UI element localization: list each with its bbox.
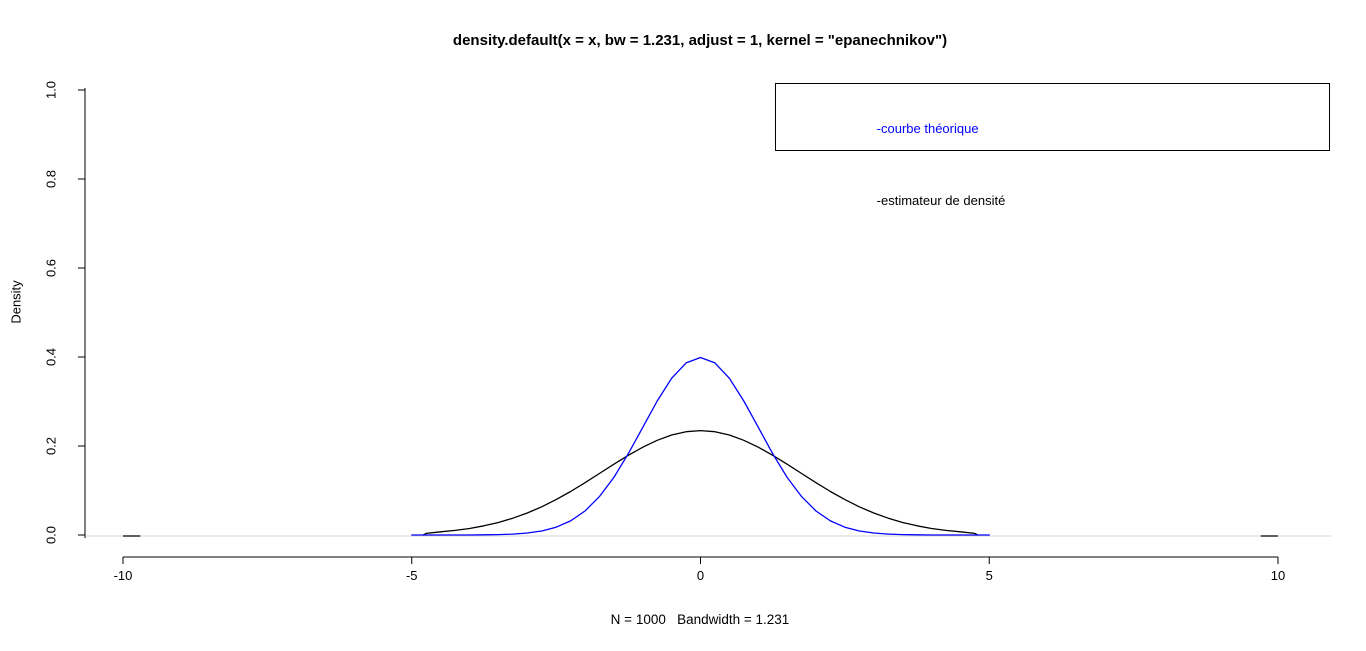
x-tick-label: 5 [986,568,993,583]
y-tick-label: 1.0 [43,81,58,99]
x-tick-label: 0 [697,568,704,583]
x-axis-label: N = 1000 Bandwidth = 1.231 [610,612,790,627]
x-tick-label: -5 [406,568,418,583]
y-tick-label: 0.0 [43,526,58,544]
legend-box: -courbe théorique -estimateur de densité [775,83,1330,208]
legend-label-estimator: -estimateur de densité [876,193,1006,208]
y-tick-label: 0.6 [43,259,58,277]
x-tick-label: -10 [114,568,133,583]
y-tick-label: 0.8 [43,170,58,188]
legend-label-theoretical: -courbe théorique [876,121,979,136]
y-tick-label: 0.4 [43,348,58,366]
legend-entry-estimator: -estimateur de densité [855,165,1329,237]
density-estimate-curve [422,429,979,536]
x-tick-label: 10 [1271,568,1285,583]
legend-entry-theoretical: -courbe théorique [855,93,1329,165]
plot-title: density.default(x = x, bw = 1.231, adjus… [452,32,948,49]
y-tick-label: 0.2 [43,437,58,455]
theoretical-curve [411,356,990,536]
